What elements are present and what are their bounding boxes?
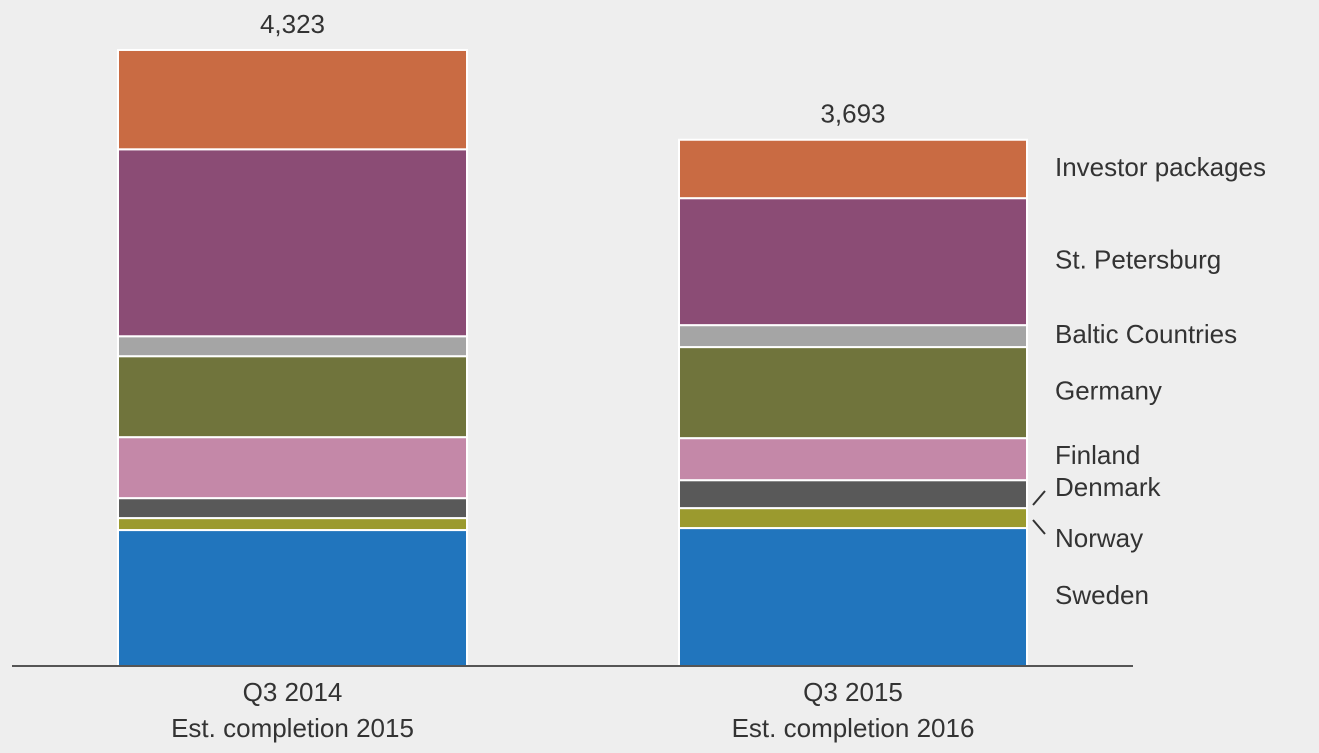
- legend-label: Norway: [1055, 523, 1143, 553]
- bar-segment: [117, 436, 468, 500]
- bar-segment: [117, 48, 468, 151]
- bar-segment: [678, 437, 1028, 482]
- legend-label: Finland: [1055, 440, 1140, 470]
- bar-segment: [678, 346, 1028, 440]
- bar-segment: [117, 497, 468, 520]
- x-tick-label: Est. completion 2016: [732, 713, 975, 743]
- bar-segment: [678, 479, 1028, 510]
- x-tick-label: Est. completion 2015: [171, 713, 414, 743]
- legend-label: Baltic Countries: [1055, 319, 1237, 349]
- bar-segment: [678, 138, 1028, 200]
- bar-segment: [678, 507, 1028, 530]
- bar-segment: [117, 529, 468, 667]
- x-tick-label: Q3 2014: [243, 677, 343, 707]
- total-label: 3,693: [820, 99, 885, 129]
- legend-label: Denmark: [1055, 472, 1161, 502]
- legend-label: St. Petersburg: [1055, 245, 1221, 275]
- bar-segment: [678, 527, 1028, 667]
- bar-segment: [117, 355, 468, 439]
- bar-segment: [117, 335, 468, 358]
- legend-label: Germany: [1055, 375, 1162, 405]
- leader-line: [1032, 519, 1046, 535]
- bar-segment: [117, 148, 468, 338]
- bar-segment: [117, 517, 468, 532]
- legend-label: Investor packages: [1055, 152, 1266, 182]
- legend-label: Sweden: [1055, 580, 1149, 610]
- bar-segment: [678, 197, 1028, 327]
- x-tick-label: Q3 2015: [803, 677, 903, 707]
- total-label: 4,323: [260, 9, 325, 39]
- leader-line: [1032, 490, 1046, 506]
- bar-segment: [678, 324, 1028, 349]
